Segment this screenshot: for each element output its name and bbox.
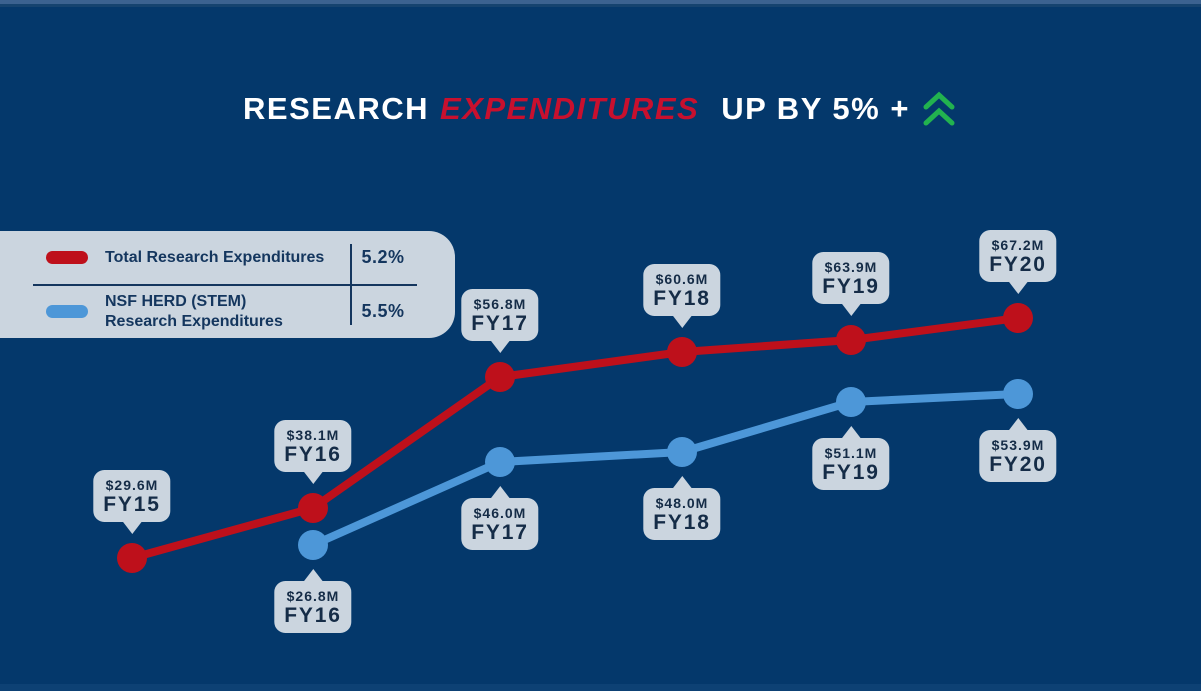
data-point bbox=[117, 543, 147, 573]
data-label-fiscal-year: FY20 bbox=[989, 453, 1047, 476]
data-label-fiscal-year: FY18 bbox=[653, 511, 711, 534]
legend-label-total-line1: Total Research Expenditures bbox=[105, 248, 325, 266]
data-point bbox=[298, 530, 328, 560]
data-label-fiscal-year: FY16 bbox=[284, 442, 342, 466]
data-label-value: $29.6M bbox=[105, 476, 159, 493]
legend-panel: Total Research Expenditures 5.2% NSF HER… bbox=[0, 231, 455, 338]
page-title: RESEARCH EXPENDITURES UP BY 5% + bbox=[0, 88, 1201, 130]
data-label-bubble: $67.2M FY20 bbox=[979, 229, 1057, 282]
data-label-fiscal-year: FY19 bbox=[822, 274, 880, 298]
data-point bbox=[667, 437, 697, 467]
data-point bbox=[1003, 379, 1033, 409]
data-label-bubble: $60.6M FY18 bbox=[643, 263, 721, 316]
data-label-value: $38.1M bbox=[286, 426, 340, 443]
data-label-bubble: $56.8M FY17 bbox=[461, 288, 539, 341]
data-point bbox=[1003, 303, 1033, 333]
data-label-fiscal-year: FY18 bbox=[653, 286, 711, 310]
data-label-value: $63.9M bbox=[824, 258, 878, 275]
data-point bbox=[485, 447, 515, 477]
data-label-bubble: $51.1M FY19 bbox=[812, 438, 890, 491]
data-label-value: $46.0M bbox=[473, 505, 527, 521]
title-expenditures: EXPENDITURES bbox=[440, 91, 700, 126]
legend-label-nsf-line1: NSF HERD (STEM) bbox=[105, 292, 247, 310]
legend-row-nsf: NSF HERD (STEM) Research Expenditures 5.… bbox=[0, 285, 455, 338]
data-point bbox=[667, 337, 697, 367]
data-label-bubble: $48.0M FY18 bbox=[643, 488, 721, 541]
legend-swatch-total bbox=[46, 251, 88, 264]
legend-swatch-nsf bbox=[46, 305, 88, 318]
data-label-bubble: $63.9M FY19 bbox=[812, 251, 890, 304]
data-label-bubble: $46.0M FY17 bbox=[461, 498, 539, 551]
data-label-value: $67.2M bbox=[991, 236, 1045, 253]
top-accent-strip bbox=[0, 0, 1201, 4]
legend-label-nsf: NSF HERD (STEM) Research Expenditures bbox=[105, 292, 333, 332]
data-label-fiscal-year: FY15 bbox=[103, 492, 161, 516]
data-label-bubble: $53.9M FY20 bbox=[979, 430, 1057, 483]
data-label-value: $26.8M bbox=[286, 588, 340, 604]
data-label-fiscal-year: FY17 bbox=[471, 311, 529, 335]
title-up-by: UP BY 5% + bbox=[721, 91, 910, 126]
legend-label-total: Total Research Expenditures bbox=[105, 248, 333, 268]
data-label-value: $48.0M bbox=[655, 495, 709, 511]
data-point bbox=[298, 493, 328, 523]
legend-growth-total: 5.2% bbox=[361, 247, 405, 267]
legend-row-total: Total Research Expenditures 5.2% bbox=[0, 231, 455, 284]
data-point bbox=[485, 362, 515, 392]
data-label-value: $56.8M bbox=[473, 295, 527, 312]
title-research: RESEARCH bbox=[243, 91, 430, 126]
double-chevron-up-icon bbox=[920, 88, 958, 130]
data-label-fiscal-year: FY17 bbox=[471, 521, 529, 544]
data-label-value: $53.9M bbox=[991, 437, 1045, 453]
legend-divider-horizontal bbox=[33, 284, 417, 286]
data-point bbox=[836, 387, 866, 417]
data-label-bubble: $38.1M FY16 bbox=[274, 419, 352, 472]
data-label-value: $51.1M bbox=[824, 445, 878, 461]
legend-divider-vertical bbox=[350, 244, 352, 325]
series-line-total bbox=[128, 314, 1022, 562]
legend-growth-nsf: 5.5% bbox=[361, 301, 405, 321]
data-label-fiscal-year: FY16 bbox=[284, 604, 342, 627]
legend-label-nsf-line2: Research Expenditures bbox=[105, 312, 283, 330]
data-label-fiscal-year: FY19 bbox=[822, 461, 880, 484]
bottom-accent-strip bbox=[0, 684, 1201, 691]
data-label-fiscal-year: FY20 bbox=[989, 252, 1047, 276]
data-label-bubble: $26.8M FY16 bbox=[274, 581, 352, 634]
data-label-bubble: $29.6M FY15 bbox=[93, 469, 171, 522]
data-label-value: $60.6M bbox=[655, 270, 709, 287]
top-accent-strip-shadow bbox=[0, 4, 1201, 7]
data-point bbox=[836, 325, 866, 355]
